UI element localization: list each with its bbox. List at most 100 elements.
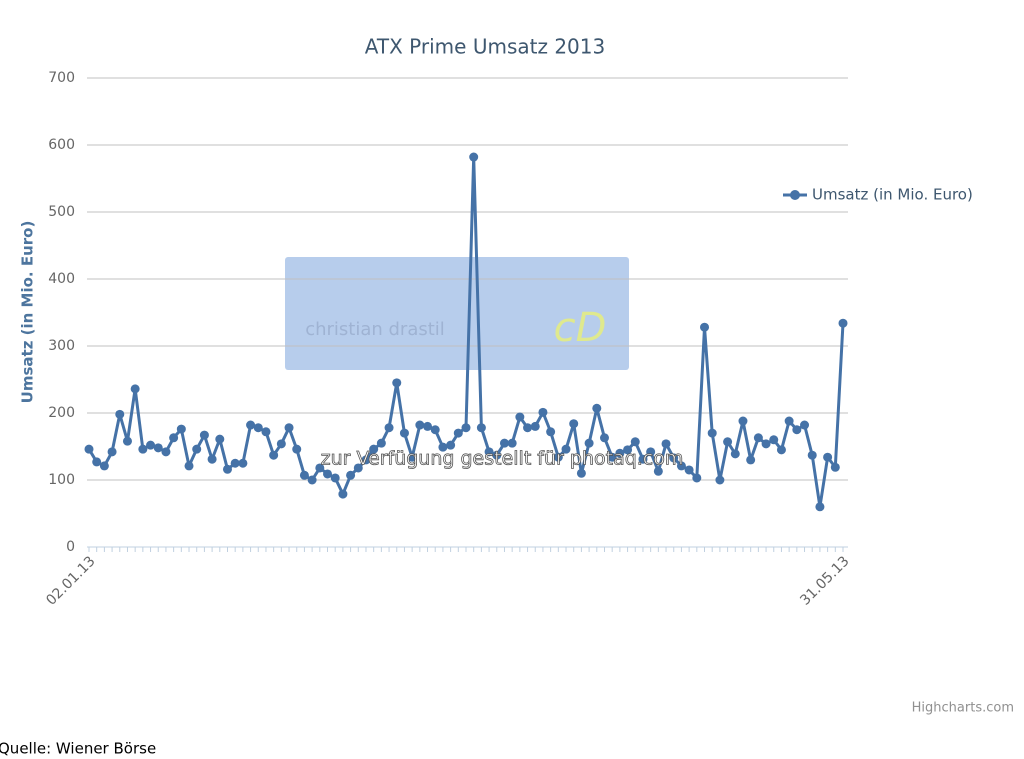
data-point [438,442,448,452]
data-point [807,450,817,460]
data-point [669,453,679,463]
data-point [199,430,209,440]
data-point [538,407,548,417]
data-point [730,449,740,459]
data-point [523,423,533,433]
data-point [215,434,225,444]
data-point [138,444,148,454]
y-tick-label: 400 [48,271,75,287]
source: Quelle: Wiener Börse [0,740,156,758]
data-point [230,458,240,468]
data-point [99,461,109,471]
data-point [630,437,640,447]
y-axis-title: Umsatz (in Mio. Euro) [19,221,37,404]
data-point [130,384,140,394]
data-point [84,444,94,454]
data-point [476,423,486,433]
data-point [830,462,840,472]
data-point [638,454,648,464]
data-point [207,454,217,464]
data-point [415,420,425,430]
data-point [676,461,686,471]
data-point [707,428,717,438]
data-point [407,452,417,462]
data-point [761,439,771,449]
data-point [299,470,309,480]
data-point [823,452,833,462]
data-point [453,428,463,438]
data-point [122,436,132,446]
data-point [769,435,779,445]
data-point [492,450,502,460]
data-point [315,463,325,473]
data-point [815,502,825,512]
y-tick-label: 600 [48,137,75,153]
data-point [561,444,571,454]
data-point [323,469,333,479]
data-point [753,433,763,443]
data-point [146,440,156,450]
data-point [746,455,756,465]
data-point [715,475,725,485]
data-point [576,468,586,478]
y-tick-label: 300 [48,338,75,354]
data-point [353,463,363,473]
data-point [184,461,194,471]
data-point [338,489,348,499]
data-point [292,444,302,454]
data-point [92,457,102,467]
data-point [646,447,656,457]
data-point [384,423,394,433]
data-point [253,423,263,433]
watermark-box-text: christian drastil [305,319,445,340]
data-point [238,458,248,468]
data-point [307,475,317,485]
watermark-box [285,257,629,370]
legend-label: Umsatz (in Mio. Euro) [812,186,973,204]
data-point [661,439,671,449]
data-point [161,447,171,457]
data-point [376,438,386,448]
data-point [369,444,379,454]
data-point [776,445,786,455]
data-point [176,424,186,434]
data-point [607,452,617,462]
chart-title: ATX Prime Umsatz 2013 [365,35,605,59]
data-point [653,466,663,476]
data-point [592,403,602,413]
credits: Highcharts.com [912,701,1014,716]
data-point [484,447,494,457]
data-point [284,423,294,433]
data-point [800,420,810,430]
data-point [792,425,802,435]
data-point [838,318,848,328]
data-point [469,152,479,162]
data-point [546,427,556,437]
data-point [515,412,525,422]
data-point [738,416,748,426]
data-point [269,450,279,460]
data-point [700,322,710,332]
data-point [692,473,702,483]
data-point [553,452,563,462]
data-point [430,425,440,435]
data-point [615,448,625,458]
data-point [569,419,579,429]
data-point [399,428,409,438]
data-point [153,443,163,453]
data-point [169,433,179,443]
y-tick-label: 0 [66,539,75,555]
data-point [192,444,202,454]
data-point [246,420,256,430]
x-tick-label: 31.05.13 [797,553,852,608]
data-point [623,445,633,455]
data-point [261,427,271,437]
data-point [723,437,733,447]
data-point [276,439,286,449]
data-point [507,438,517,448]
data-point [684,465,694,475]
y-tick-label: 100 [48,472,75,488]
data-point [107,447,117,457]
data-point [392,378,402,388]
